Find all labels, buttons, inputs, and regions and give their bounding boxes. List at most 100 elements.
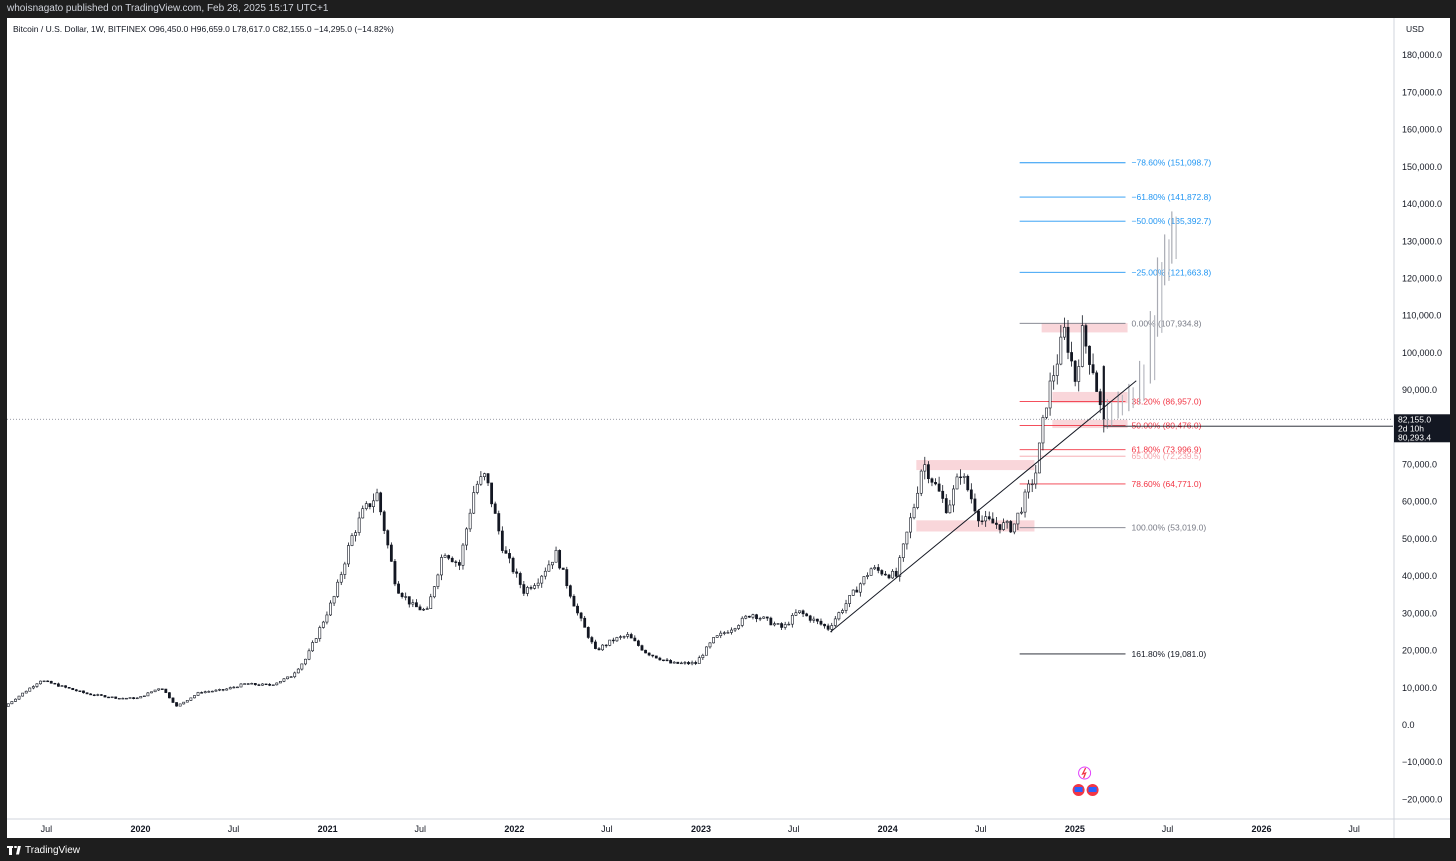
candle-body bbox=[812, 618, 816, 621]
candle-body bbox=[744, 615, 748, 619]
candle-body bbox=[765, 616, 769, 619]
candle-body bbox=[372, 500, 375, 508]
candle-body bbox=[218, 689, 221, 691]
candle-body bbox=[608, 639, 612, 646]
candle-body bbox=[540, 575, 544, 584]
candle-body bbox=[10, 701, 14, 705]
candle-body bbox=[611, 639, 615, 642]
candle-body bbox=[278, 680, 282, 684]
candle-body bbox=[329, 602, 332, 616]
candle-body bbox=[490, 482, 494, 505]
candle-body bbox=[733, 628, 737, 631]
candle-body bbox=[969, 489, 973, 500]
price-tick-label: −20,000.0 bbox=[1402, 794, 1442, 804]
candle-body bbox=[361, 508, 365, 519]
time-tick-label: Jul bbox=[788, 824, 800, 834]
price-tick-label: 120,000.0 bbox=[1402, 273, 1442, 283]
candle-body bbox=[49, 680, 53, 684]
candle-body bbox=[139, 696, 143, 699]
candle-body bbox=[891, 570, 894, 579]
candle-body bbox=[28, 687, 32, 692]
candle-body bbox=[228, 687, 232, 690]
tv-logo-icon bbox=[7, 845, 21, 855]
lightning-glyph bbox=[1081, 767, 1087, 779]
candle-body bbox=[705, 646, 708, 656]
candle-body bbox=[590, 637, 594, 643]
candle-body bbox=[884, 573, 887, 576]
candle-body bbox=[78, 690, 82, 692]
candle-body bbox=[654, 655, 658, 659]
candle-body bbox=[74, 689, 78, 692]
candle-body bbox=[142, 695, 146, 697]
candle-body bbox=[726, 632, 730, 634]
candle-body bbox=[987, 516, 991, 520]
candle-body bbox=[740, 617, 744, 626]
candle-body bbox=[447, 555, 451, 559]
candle-body bbox=[737, 625, 741, 629]
candle-body bbox=[135, 697, 139, 700]
candle-body bbox=[980, 520, 984, 523]
fib-level-label: −78.60% (151,098.7) bbox=[1132, 158, 1212, 168]
candle-body bbox=[185, 700, 189, 703]
candle-body bbox=[221, 689, 225, 691]
candle-body bbox=[658, 657, 662, 661]
candle-body bbox=[1009, 521, 1013, 533]
candle-body bbox=[672, 661, 676, 664]
candle-body bbox=[901, 543, 905, 558]
candle-body bbox=[522, 584, 526, 594]
candle-body bbox=[150, 691, 153, 694]
candle-body bbox=[257, 684, 261, 686]
candle-body bbox=[24, 690, 28, 694]
candle-body bbox=[440, 557, 443, 576]
candle-body bbox=[164, 688, 168, 693]
candle-body bbox=[912, 507, 916, 519]
candle-body bbox=[1037, 442, 1041, 474]
price-tag-label: 82,155.0 bbox=[1398, 414, 1431, 424]
candle-body bbox=[282, 678, 286, 682]
candle-body bbox=[368, 503, 372, 508]
candle-body bbox=[189, 697, 193, 701]
chart-panel[interactable]: 180,000.0 170,000.0 160,000.0 150,000.0 140,… bbox=[7, 18, 1450, 838]
price-tick-label: 150,000.0 bbox=[1402, 162, 1442, 172]
candle-body bbox=[626, 634, 630, 637]
tradingview-logo[interactable]: TradingView bbox=[7, 844, 80, 856]
candle-body bbox=[790, 615, 794, 625]
supply-demand-zone bbox=[1052, 419, 1128, 429]
candle-body bbox=[1045, 407, 1048, 418]
candle-body bbox=[794, 612, 798, 616]
candle-body bbox=[923, 464, 927, 472]
candle-body bbox=[236, 686, 239, 689]
candle-body bbox=[730, 629, 733, 633]
candle-body bbox=[17, 695, 21, 700]
candle-body bbox=[676, 661, 680, 664]
candle-body bbox=[418, 606, 422, 611]
candlestick-chart[interactable]: 180,000.0 170,000.0 160,000.0 150,000.0 140,… bbox=[7, 18, 1450, 838]
candle-body bbox=[261, 683, 264, 686]
candle-body bbox=[841, 610, 844, 613]
candle-body bbox=[286, 676, 289, 680]
candle-body bbox=[1070, 352, 1073, 362]
candle-body bbox=[944, 498, 948, 514]
candle-body bbox=[318, 627, 322, 639]
price-tick-label: −10,000.0 bbox=[1402, 757, 1442, 767]
candle-body bbox=[1030, 483, 1034, 486]
candle-body bbox=[486, 473, 490, 484]
time-tick-label: Jul bbox=[414, 824, 426, 834]
candle-body bbox=[425, 608, 429, 610]
candle-body bbox=[57, 683, 60, 687]
time-tick-label: Jul bbox=[1162, 824, 1174, 834]
candle-body bbox=[42, 680, 46, 683]
publisher-text: whoisnagato published on TradingView.com… bbox=[7, 3, 329, 14]
candle-body bbox=[253, 683, 257, 686]
candle-body bbox=[497, 513, 501, 532]
candle-body bbox=[493, 503, 497, 514]
ascending-trendline bbox=[830, 380, 1137, 633]
candle-body bbox=[568, 585, 572, 597]
supply-demand-zone bbox=[916, 460, 1035, 471]
candle-body bbox=[787, 623, 791, 626]
candle-body bbox=[432, 586, 436, 598]
candle-body bbox=[647, 652, 651, 656]
candle-body bbox=[869, 568, 873, 576]
candle-body bbox=[991, 518, 995, 524]
candle-body bbox=[103, 695, 107, 698]
